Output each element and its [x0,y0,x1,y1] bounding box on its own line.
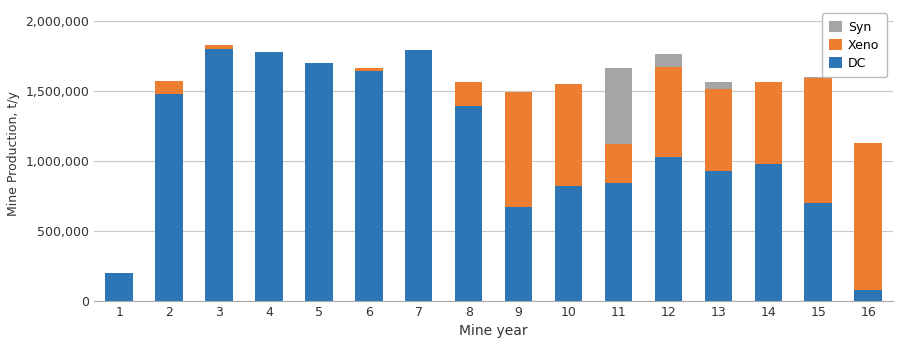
Bar [305,63,333,300]
Bar [854,143,882,290]
Bar [854,290,882,300]
Bar [455,82,482,106]
Bar [805,78,832,203]
Bar [654,67,682,157]
Bar [705,170,732,300]
Y-axis label: Mine Production, t/y: Mine Production, t/y [7,91,20,216]
Bar [805,203,832,300]
Bar [754,82,782,164]
Bar [256,52,283,300]
Bar [705,82,732,89]
Bar [205,45,233,49]
Bar [356,68,382,71]
Bar [554,84,582,186]
Bar [156,81,183,93]
Bar [605,183,632,300]
Bar [205,49,233,300]
Bar [156,93,183,300]
Bar [505,92,532,207]
Bar [455,106,482,300]
Bar [605,144,632,183]
Bar [554,186,582,300]
Bar [754,164,782,300]
Bar [605,68,632,144]
Bar [705,89,732,170]
X-axis label: Mine year: Mine year [459,324,528,338]
Bar [805,77,832,78]
Bar [356,71,382,300]
Bar [105,273,133,300]
Bar [505,207,532,300]
Bar [654,55,682,67]
Legend: Syn, Xeno, DC: Syn, Xeno, DC [822,13,886,77]
Bar [405,50,433,300]
Bar [654,157,682,300]
